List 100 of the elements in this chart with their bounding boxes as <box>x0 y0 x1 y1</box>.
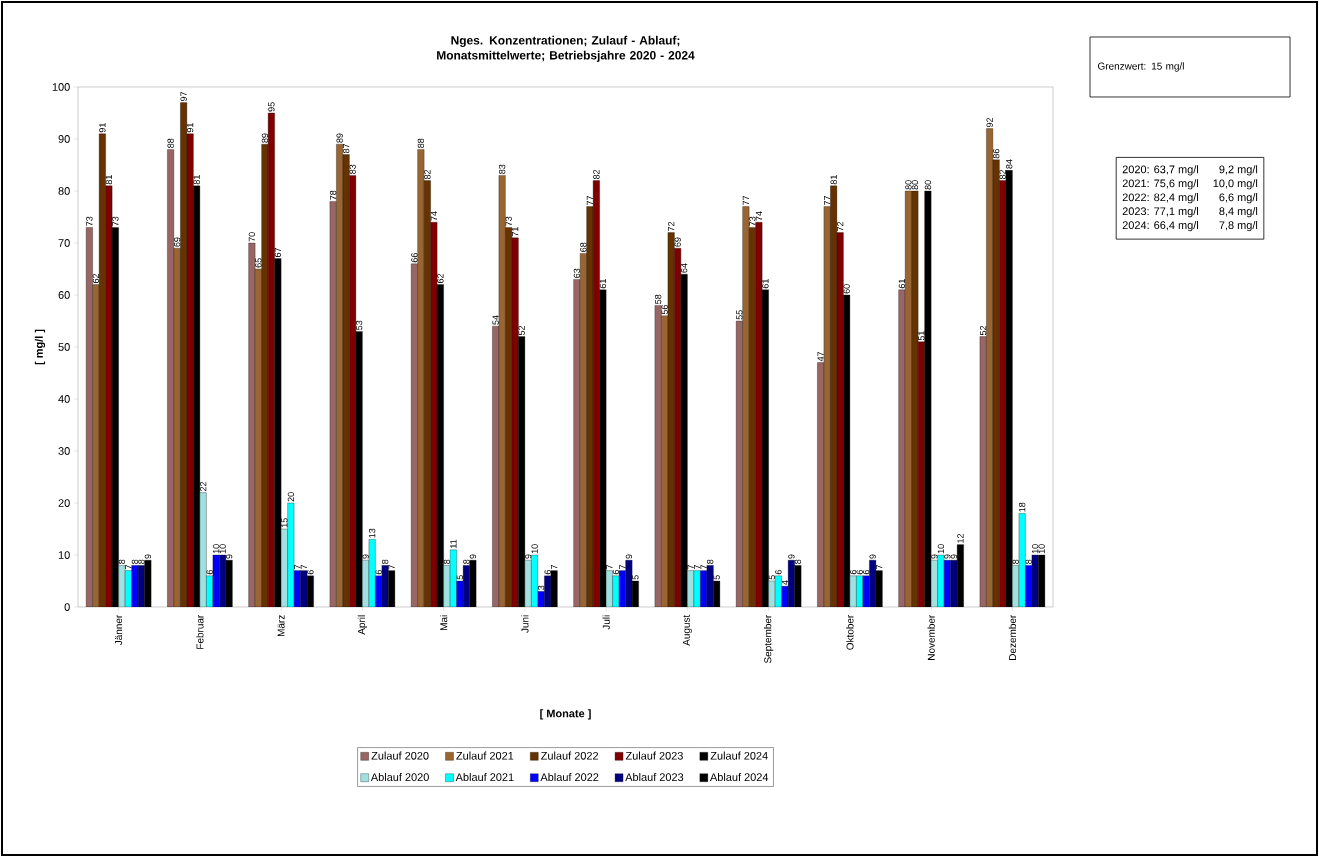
data-label: 7 <box>619 564 626 569</box>
text: 2023: 77,1 mg/l <box>1122 207 1199 218</box>
legend-label: Ablauf 2022 <box>540 773 599 782</box>
data-label: 61 <box>898 279 906 289</box>
data-label: 91 <box>99 123 106 133</box>
data-label: 7 <box>300 564 307 569</box>
data-label: 10 <box>1038 544 1045 554</box>
text: 10,0 mg/l <box>1213 179 1258 190</box>
data-label: 91 <box>186 123 194 133</box>
data-label: 88 <box>417 138 425 148</box>
data-label: 10 <box>1031 544 1039 554</box>
data-label: 5 <box>456 575 464 580</box>
y-tick-label: 10 <box>58 551 70 559</box>
data-label: 87 <box>342 143 350 154</box>
chart-title: Nges. Konzentrationen; Zulauf - Ablauf; Monatsmittelwerte; Betriebsjahre 2020 - 2024 <box>437 35 695 62</box>
data-label: 52 <box>979 325 987 336</box>
x-tick-label: Februar <box>196 614 204 649</box>
y-tick-label: 90 <box>58 135 70 143</box>
data-label: 58 <box>654 294 662 304</box>
data-label: 81 <box>105 175 113 185</box>
y-tick-label: 50 <box>58 343 70 351</box>
data-label: 95 <box>268 102 275 112</box>
data-label: 9 <box>869 554 876 559</box>
data-label: 9 <box>362 554 369 559</box>
data-label: 89 <box>336 133 343 143</box>
data-label: 5 <box>768 575 776 580</box>
data-label: 86 <box>992 149 1000 159</box>
data-label: 6 <box>375 570 382 575</box>
data-label: 7 <box>694 564 701 569</box>
legend-label: Zulauf 2022 <box>541 751 599 760</box>
y-tick-label: 100 <box>52 83 70 91</box>
data-label: 8 <box>1012 559 1019 564</box>
data-label: 3 <box>537 585 545 590</box>
y-tick-label: 80 <box>58 187 70 195</box>
data-label: 6 <box>849 570 857 575</box>
data-label: 82 <box>593 169 600 180</box>
data-label: 54 <box>492 315 499 325</box>
data-label: 55 <box>736 310 743 320</box>
legend-label: Zulauf 2024 <box>710 751 768 760</box>
data-label: 66 <box>411 253 418 263</box>
data-label: 74 <box>755 211 762 221</box>
data-label: 13 <box>368 528 376 538</box>
data-label: 56 <box>661 305 668 315</box>
data-label: 84 <box>1005 159 1013 169</box>
data-label: 47 <box>817 351 824 362</box>
text: 7,8 mg/l <box>1219 221 1258 232</box>
data-label: 7 <box>700 564 707 569</box>
data-label: 8 <box>443 559 451 564</box>
text: 2024: 66,4 mg/l <box>1122 221 1199 232</box>
data-label: 5 <box>632 575 639 580</box>
data-label: 69 <box>173 237 181 247</box>
data-label: 78 <box>329 190 337 200</box>
data-label: 92 <box>986 117 993 128</box>
data-label: 9 <box>144 554 152 559</box>
data-label: 9 <box>469 554 477 559</box>
text: 6,6 mg/l <box>1219 193 1258 204</box>
y-tick-label: 40 <box>58 395 70 403</box>
data-label: 72 <box>668 221 675 231</box>
legend-label: Ablauf 2020 <box>370 773 429 782</box>
data-label: 7 <box>876 564 883 569</box>
data-label: 8 <box>381 559 389 564</box>
data-label: 9 <box>944 554 951 559</box>
y-tick-label: 0 <box>64 603 70 611</box>
y-axis-title: [ mg/l ] <box>34 329 46 365</box>
legend-label: Ablauf 2023 <box>625 773 684 782</box>
data-label: 11 <box>450 539 457 548</box>
data-label: 10 <box>937 544 945 554</box>
data-label: 8 <box>794 559 802 564</box>
data-label: 52 <box>518 325 525 336</box>
data-label: 77 <box>742 195 749 205</box>
text: 2021: 75,6 mg/l <box>1122 179 1199 190</box>
data-label: 6 <box>307 570 314 575</box>
data-label: 4 <box>781 580 788 585</box>
data-label: 63 <box>573 268 581 278</box>
data-label: 88 <box>167 138 174 148</box>
data-label: 83 <box>349 164 356 174</box>
legend-label: Ablauf 2021 <box>455 773 514 782</box>
data-label: 62 <box>92 273 100 283</box>
data-label: 9 <box>950 554 958 559</box>
data-label: 61 <box>762 279 769 289</box>
data-label: 10 <box>212 544 220 554</box>
data-label: 8 <box>706 559 714 564</box>
data-label: 20 <box>287 492 295 502</box>
data-label: 62 <box>437 273 444 283</box>
data-label: 65 <box>255 258 262 268</box>
data-label: 83 <box>498 164 506 174</box>
legend-label: Zulauf 2023 <box>625 751 683 760</box>
data-label: 70 <box>248 232 256 242</box>
x-tick-label: Juli <box>602 615 610 630</box>
y-tick-label: 20 <box>58 499 70 507</box>
data-label: 89 <box>261 133 269 143</box>
x-tick-label: Jänner <box>115 614 123 646</box>
data-label: 68 <box>580 242 587 252</box>
x-tick-label: Juni <box>521 615 529 633</box>
data-label: 8 <box>463 559 470 564</box>
data-label: 8 <box>131 559 139 564</box>
data-label: 67 <box>274 247 282 257</box>
data-label: 6 <box>856 570 863 575</box>
x-tick-label: Dezember <box>1008 614 1017 660</box>
data-label: 9 <box>788 554 795 559</box>
